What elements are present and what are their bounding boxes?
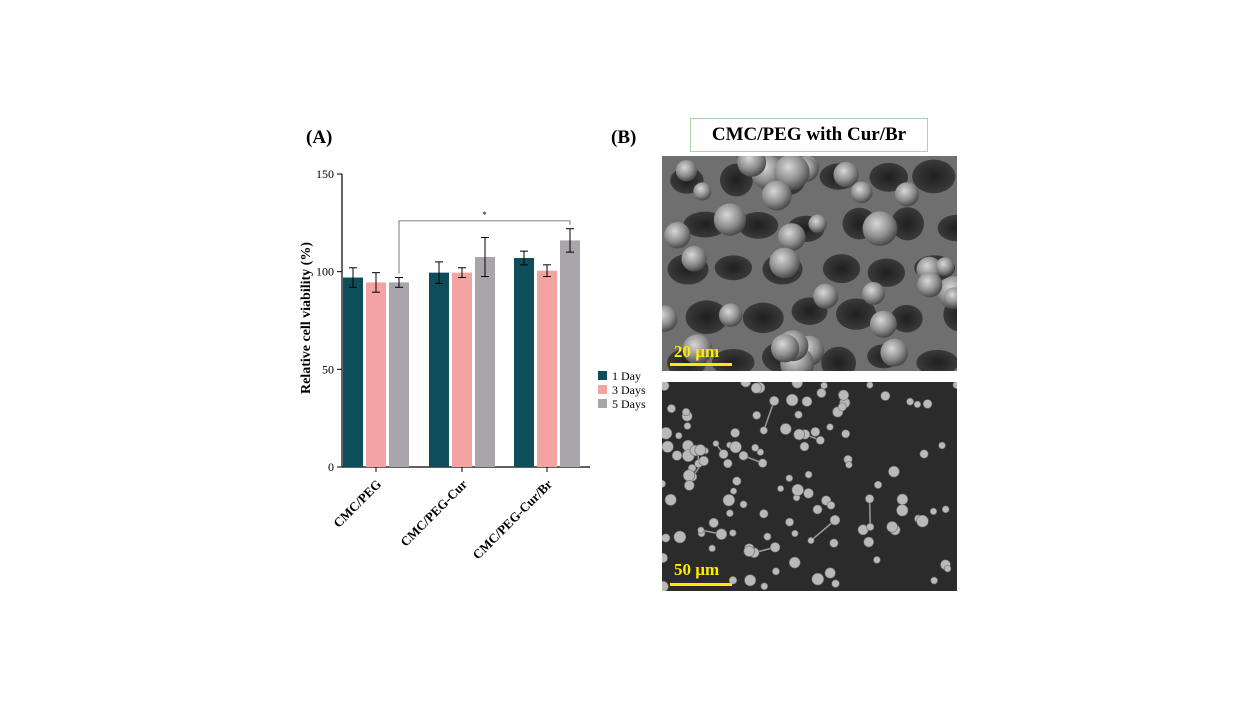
x-tick-label: CMC/PEG-Cur/Br xyxy=(469,476,555,562)
sem-image-top: 20 µm xyxy=(662,156,957,371)
sem-micrograph-bottom xyxy=(662,382,957,591)
sem-panel-title: CMC/PEG with Cur/Br xyxy=(690,118,928,152)
legend-swatch xyxy=(598,371,607,380)
legend-label: 3 Days xyxy=(612,383,646,397)
y-tick-label: 0 xyxy=(328,460,334,474)
scale-label-top: 20 µm xyxy=(674,342,720,361)
bar-chart: 0 50 100 150 Relative cell viability (%) CMC/… xyxy=(299,167,646,562)
sem-image-bottom: 50 µm xyxy=(662,382,957,591)
bar xyxy=(389,282,409,467)
x-tick-label: CMC/PEG-Cur xyxy=(397,476,470,549)
scale-label-bottom: 50 µm xyxy=(674,560,720,579)
x-tick-label: CMC/PEG xyxy=(330,477,384,531)
scale-bar-bottom xyxy=(670,583,732,586)
y-axis-label: Relative cell viability (%) xyxy=(299,242,314,394)
scale-bar-top xyxy=(670,363,732,366)
bar xyxy=(429,272,449,467)
bar xyxy=(475,257,495,467)
bar xyxy=(560,240,580,467)
panel-b-label: (B) xyxy=(611,127,637,148)
bar xyxy=(366,282,386,467)
significance-label: * xyxy=(482,210,487,220)
y-tick-label: 100 xyxy=(316,265,334,279)
bar xyxy=(452,272,472,467)
y-tick-label: 50 xyxy=(322,362,334,376)
legend-label: 5 Days xyxy=(612,397,646,411)
panel-a-label: (A) xyxy=(306,127,333,148)
legend-swatch xyxy=(598,385,607,394)
significance-bracket xyxy=(398,220,571,274)
legend-label: 1 Day xyxy=(612,369,641,383)
legend-swatch xyxy=(598,399,607,408)
sem-micrograph-top xyxy=(662,156,957,371)
bar xyxy=(537,270,557,467)
bar xyxy=(514,257,534,467)
y-tick-label: 150 xyxy=(316,167,334,181)
bar xyxy=(343,277,363,467)
